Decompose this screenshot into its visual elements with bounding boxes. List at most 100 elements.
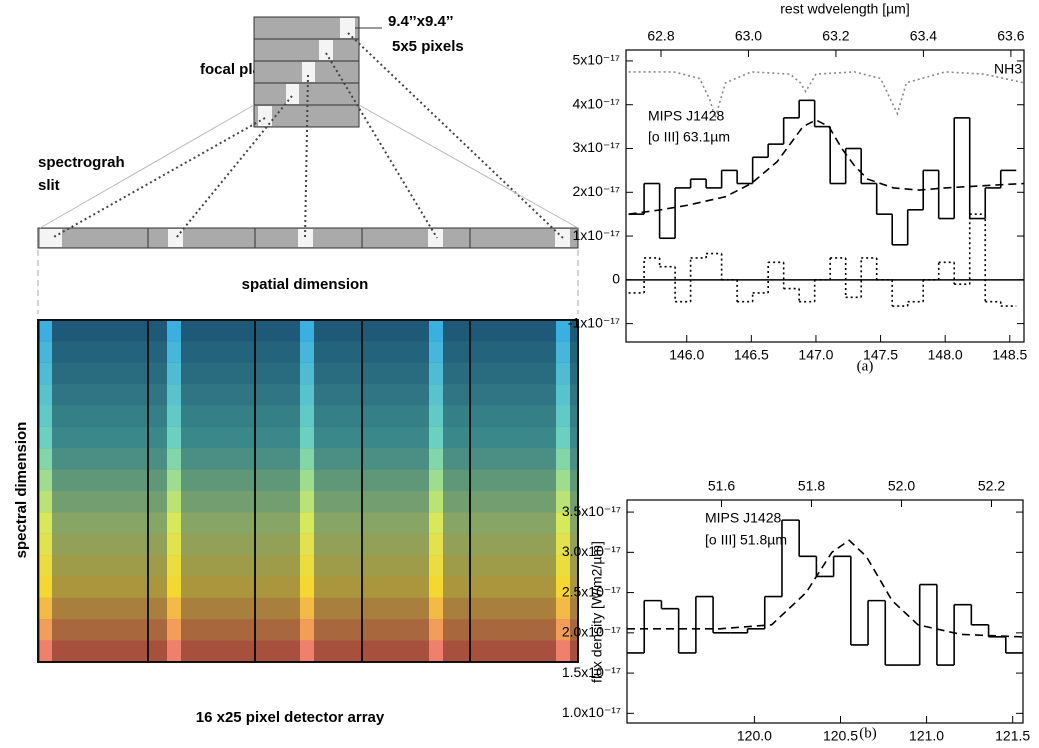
focal-row <box>253 38 360 62</box>
detector-pixel <box>556 320 570 342</box>
x-tick-label: 146.5 <box>734 347 769 363</box>
line <box>628 119 1025 215</box>
detector-label: 16 x25 pixel detector array <box>196 709 385 726</box>
slit-pixel <box>168 229 183 247</box>
detector-pixel <box>167 512 181 535</box>
slit-pixel <box>40 229 62 247</box>
guide-line <box>358 104 579 229</box>
detector-pixel <box>167 362 181 385</box>
annotation: [o III] 51.8µm <box>705 532 787 548</box>
detector-pixel <box>300 426 314 449</box>
focal-pixel <box>319 40 333 60</box>
detector-pixel <box>300 341 314 364</box>
detector-pixel <box>40 320 52 342</box>
detector-pixel <box>300 576 314 599</box>
x2-tick-label: 52.0 <box>888 478 915 494</box>
focal-pixel <box>340 18 355 38</box>
detector-pixel <box>40 362 52 385</box>
panel-label: (b) <box>859 725 877 741</box>
x-tick-label: 148.0 <box>928 347 963 363</box>
detector-pixel <box>429 405 443 428</box>
x2-tick-label: 62.8 <box>647 28 674 44</box>
detector-pixel <box>429 597 443 620</box>
detector-pixel <box>556 576 570 599</box>
x2-tick-label: 51.8 <box>798 478 825 494</box>
top-axis-label: rest wdvelength [µm] <box>780 1 909 17</box>
projection-line <box>347 32 564 239</box>
detector-pixel <box>429 469 443 492</box>
detector-pixel <box>40 533 52 556</box>
detector-pixel <box>167 619 181 642</box>
detector-pixel <box>167 640 181 663</box>
projection-line <box>304 74 309 239</box>
x-tick-label: 120.5 <box>823 728 858 743</box>
x2-tick-label: 52.2 <box>978 478 1005 494</box>
detector-pixel <box>556 555 570 577</box>
projection-line <box>325 52 438 239</box>
detector-pixel <box>556 619 570 642</box>
x-tick-label: 121.0 <box>909 728 944 743</box>
slit-pixel <box>298 229 313 247</box>
detector-pixel <box>556 512 570 535</box>
detector-pixel <box>40 341 52 364</box>
y-tick-label: 3.0x10⁻¹⁷ <box>562 543 621 559</box>
pixel-size-label: 9.4’’x9.4’’ <box>388 13 454 30</box>
detector-pixel <box>40 619 52 642</box>
detector-pixel <box>429 448 443 471</box>
detector-pixel <box>300 405 314 428</box>
y-tick-label: 1.0x10⁻¹⁷ <box>562 704 621 720</box>
line <box>628 71 1025 121</box>
projection-line <box>175 95 293 239</box>
detector-pixel <box>300 362 314 385</box>
x2-tick-label: 63.0 <box>735 28 762 44</box>
detector-pixel <box>556 491 570 513</box>
detector-pixel <box>429 533 443 556</box>
guide-line <box>39 104 255 229</box>
detector-pixel <box>167 320 181 342</box>
y-tick-label: -1x10⁻¹⁷ <box>568 314 620 330</box>
spectral-label: spectral dimension <box>13 422 30 559</box>
x-tick-label: 120.0 <box>737 728 772 743</box>
detector-pixel <box>556 341 570 364</box>
detector-pixel <box>429 491 443 513</box>
detector-pixel <box>300 619 314 642</box>
detector-pixel <box>429 619 443 642</box>
detector-block <box>469 319 579 663</box>
detector-pixel <box>40 597 52 620</box>
detector-pixel <box>40 512 52 535</box>
detector-pixel <box>429 426 443 449</box>
x2-tick-label: 63.2 <box>822 28 849 44</box>
x-tick-label: 147.0 <box>798 347 833 363</box>
detector-pixel <box>300 384 314 406</box>
detector-pixel <box>556 362 570 385</box>
x-tick-label: 146.0 <box>669 347 704 363</box>
detector-pixel <box>167 491 181 513</box>
x-tick-label: 148.5 <box>992 347 1027 363</box>
annotation: MIPS J1428 <box>705 510 781 526</box>
line <box>627 539 1024 638</box>
focal-row <box>253 82 360 106</box>
detector-pixel <box>300 555 314 577</box>
detector-pixel <box>556 384 570 406</box>
detector-pixel <box>300 640 314 663</box>
y-tick-label: 1.5x10⁻¹⁷ <box>562 664 621 680</box>
detector-pixel <box>167 426 181 449</box>
detector-pixel <box>167 469 181 492</box>
slit-pixel <box>428 229 443 247</box>
slit-label: spectrograh <box>38 154 125 171</box>
annotation: [o III] 63.1µm <box>648 129 730 145</box>
x2-tick-label: 51.6 <box>708 478 735 494</box>
detector-pixel <box>556 405 570 428</box>
detector-pixel <box>300 448 314 471</box>
detector-pixel <box>556 448 570 471</box>
y-axis-label: flux density [W/m2/µm] <box>589 541 605 683</box>
detector-pixel <box>556 640 570 663</box>
detector-pixel <box>429 384 443 406</box>
y-tick-label: 2.0x10⁻¹⁷ <box>562 624 621 640</box>
detector-pixel <box>40 448 52 471</box>
detector-pixel <box>40 426 52 449</box>
x2-tick-label: 63.6 <box>997 28 1024 44</box>
detector-pixel <box>40 491 52 513</box>
y-tick-label: 2.5x10⁻¹⁷ <box>562 583 621 599</box>
focal-pixel <box>286 84 299 104</box>
